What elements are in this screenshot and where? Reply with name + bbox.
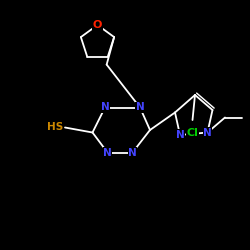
Text: N: N: [176, 130, 184, 140]
Text: N: N: [136, 102, 144, 113]
Text: N: N: [128, 148, 137, 158]
Text: Cl: Cl: [186, 128, 198, 138]
Text: O: O: [93, 20, 102, 30]
Text: N: N: [100, 102, 110, 113]
Text: N: N: [203, 128, 212, 138]
Text: N: N: [103, 148, 112, 158]
Text: HS: HS: [47, 122, 63, 132]
